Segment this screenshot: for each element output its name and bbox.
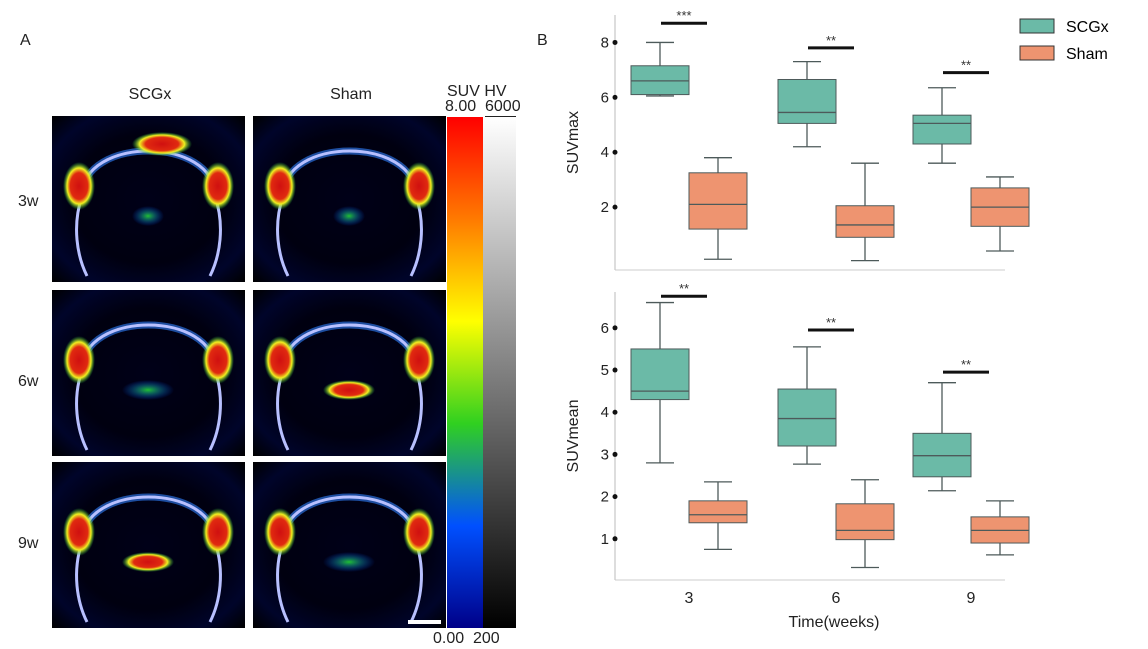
box-sham-6 (835, 503, 895, 541)
y-tick-label: 2 (601, 489, 609, 506)
column-title-scgx: SCGx (128, 86, 172, 103)
legend: SCGx Sham (1019, 18, 1109, 63)
y-tick-label: 4 (601, 404, 609, 421)
significance-label: ** (826, 33, 836, 48)
y-axis-label: SUVmean (565, 400, 582, 473)
y-tick-label: 6 (601, 89, 609, 106)
y-tick-dot (612, 494, 618, 500)
pet-image-6w-sham (253, 290, 446, 456)
box-scgx-6 (777, 78, 837, 124)
pet-image-9w-sham (253, 462, 446, 628)
box-sham-3 (688, 500, 748, 524)
y-tick-label: 2 (601, 199, 609, 216)
colorbar-title: SUV HV (447, 83, 507, 100)
y-axis-label: SUVmax (565, 111, 582, 174)
y-tick-dot (612, 94, 618, 100)
significance-label: ** (826, 315, 836, 330)
y-tick-dot (612, 367, 618, 373)
column-title-sham: Sham (330, 86, 372, 103)
legend-label-sham: Sham (1066, 46, 1108, 63)
colorbar-hv-min: 200 (473, 630, 500, 647)
y-tick-dot (612, 39, 618, 45)
panel-b-label: B (537, 32, 548, 49)
box-sham-3 (688, 172, 748, 230)
y-tick-label: 5 (601, 362, 609, 379)
y-tick-label: 4 (601, 144, 609, 161)
box-scgx-3 (630, 65, 690, 96)
y-tick-dot (612, 204, 618, 210)
y-tick-label: 1 (601, 531, 609, 548)
suv-colorbar (447, 117, 483, 628)
colorbar-hv-max: 6000 (485, 98, 521, 115)
panel-a-label: A (20, 32, 31, 49)
box-sham-6 (835, 205, 895, 238)
y-tick-dot (612, 409, 618, 415)
y-tick-label: 6 (601, 320, 609, 337)
legend-label-scgx: SCGx (1066, 19, 1109, 36)
x-tick-label: 3 (685, 590, 694, 607)
pet-image-3w-scgx (52, 116, 245, 282)
box-scgx-9 (912, 114, 972, 145)
box-scgx-3 (630, 348, 690, 401)
x-tick-label: 9 (967, 590, 976, 607)
y-tick-dot (612, 536, 618, 542)
pet-image-9w-scgx (52, 462, 245, 628)
significance-label: ** (679, 281, 689, 296)
scale-bar (408, 620, 441, 624)
row-label-6w: 6w (18, 373, 39, 390)
row-label-3w: 3w (18, 193, 39, 210)
y-tick-label: 3 (601, 446, 609, 463)
significance-label: *** (676, 8, 691, 23)
box-scgx-6 (777, 388, 837, 447)
significance-label: ** (961, 58, 971, 73)
colorbar-suv-min: 0.00 (433, 630, 465, 647)
x-axis-label: Time(weeks) (789, 614, 880, 631)
suvmean-chart: 1 2 3 4 5 6 SUVmean ** ** ** 3 6 9 Time(weeks) (565, 281, 1030, 631)
colorbar-hv-top-rule (485, 116, 516, 117)
hv-colorbar (483, 117, 516, 628)
pet-image-3w-sham (253, 116, 446, 282)
legend-swatch-sham (1019, 45, 1055, 61)
colorbar-suv-max: 8.00 (445, 98, 477, 115)
y-tick-label: 8 (601, 34, 609, 51)
significance-label: ** (961, 357, 971, 372)
y-tick-dot (612, 451, 618, 457)
pet-image-6w-scgx (52, 290, 245, 456)
legend-swatch-scgx (1019, 18, 1055, 34)
row-label-9w: 9w (18, 535, 39, 552)
y-tick-dot (612, 149, 618, 155)
y-tick-dot (612, 325, 618, 331)
x-tick-label: 6 (832, 590, 841, 607)
